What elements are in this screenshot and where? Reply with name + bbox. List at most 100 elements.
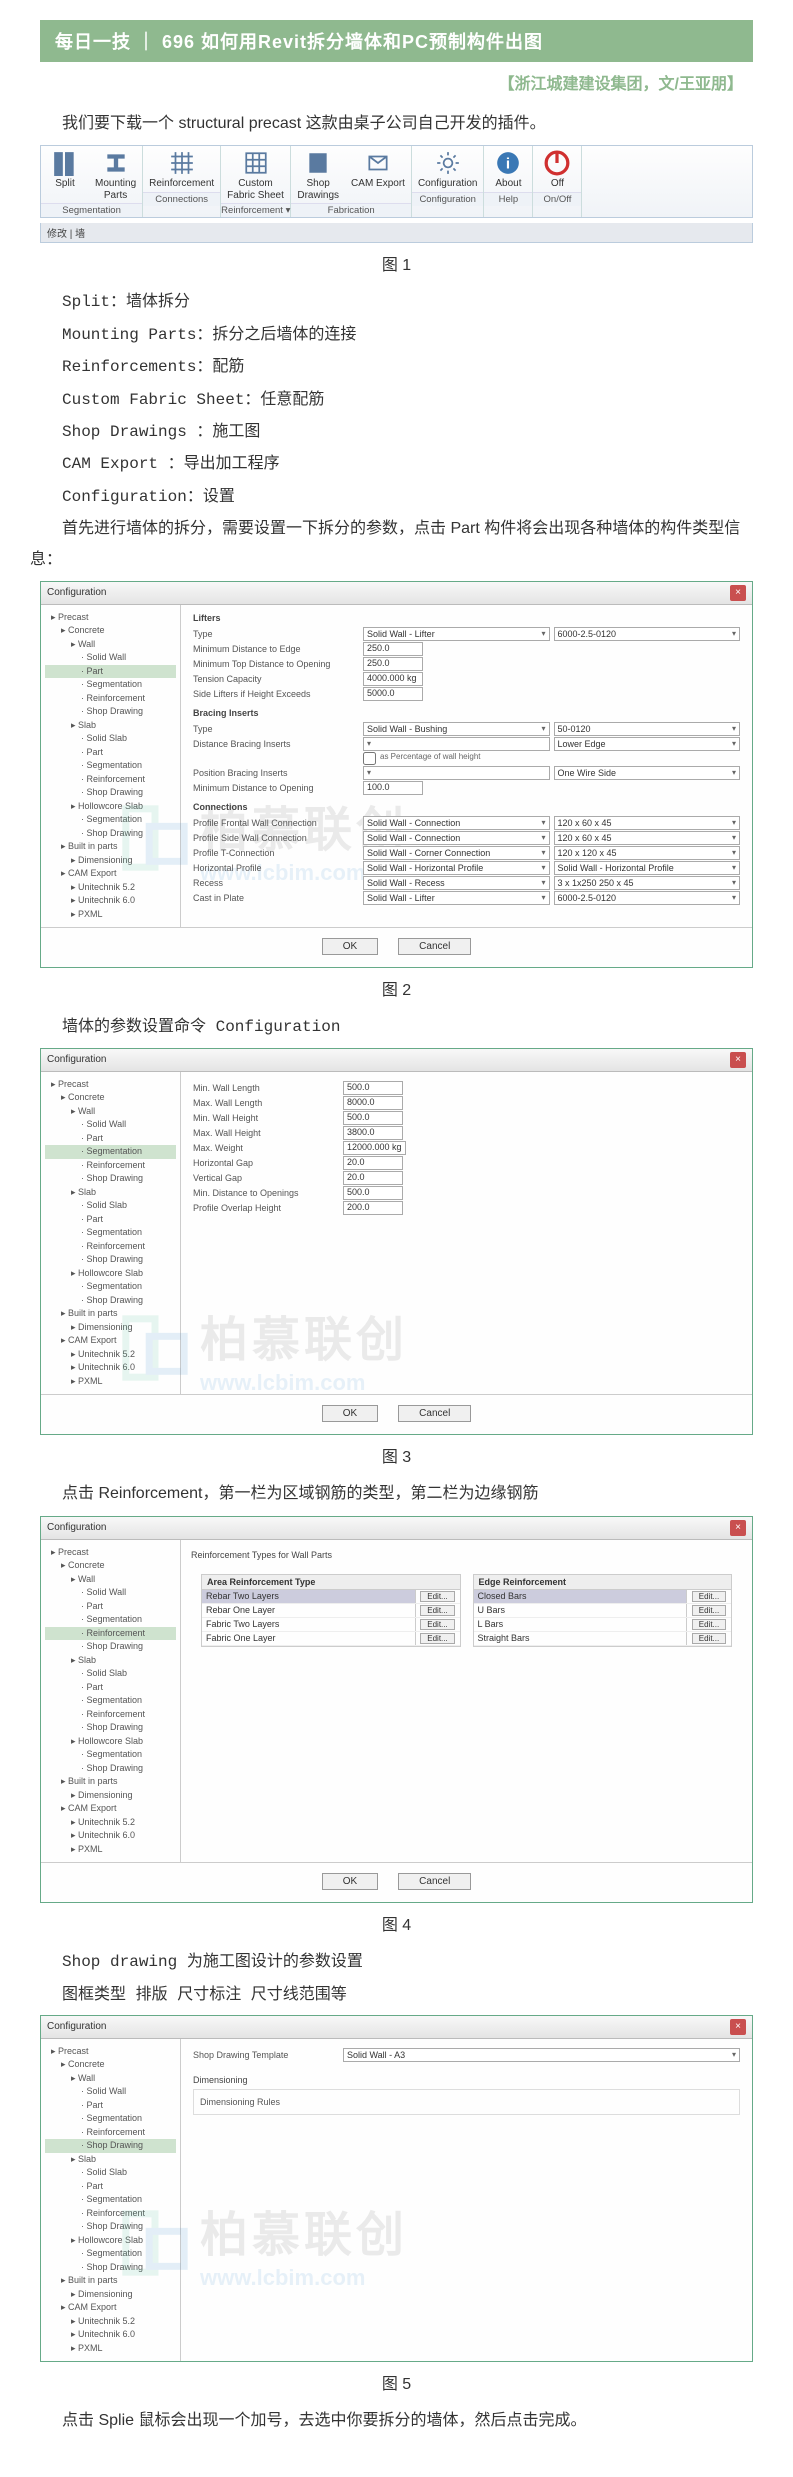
tree-node[interactable]: · Segmentation — [45, 1145, 176, 1159]
dropdown[interactable]: Solid Wall - A3 — [343, 2048, 740, 2062]
tree-node[interactable]: ▸ Built in parts — [45, 840, 176, 854]
edit-button[interactable]: Edit... — [692, 1633, 726, 1644]
text-input[interactable]: 20.0 — [343, 1156, 403, 1170]
tree-node[interactable]: · Segmentation — [45, 2112, 176, 2126]
dropdown[interactable]: 3 x 1x250 250 x 45 — [554, 876, 741, 890]
table-row[interactable]: Straight BarsEdit... — [474, 1632, 732, 1646]
tree-node[interactable]: ▸ PXML — [45, 1375, 176, 1389]
ok-button[interactable]: OK — [322, 1873, 378, 1890]
tree-node[interactable]: ▸ CAM Export — [45, 2301, 176, 2315]
tree-node[interactable]: ▸ Hollowcore Slab — [45, 800, 176, 814]
tree-node[interactable]: · Segmentation — [45, 813, 176, 827]
tree-node[interactable]: · Reinforcement — [45, 1240, 176, 1254]
tree-node[interactable]: ▸ Slab — [45, 719, 176, 733]
tree-node[interactable]: ▸ Unitechnik 5.2 — [45, 1816, 176, 1830]
tree-node[interactable]: · Shop Drawing — [45, 786, 176, 800]
dropdown[interactable]: Solid Wall - Corner Connection — [363, 846, 550, 860]
tree-node[interactable]: ▸ PXML — [45, 1843, 176, 1857]
tree-node[interactable]: ▸ CAM Export — [45, 1334, 176, 1348]
tree-node[interactable]: · Reinforcement — [45, 2126, 176, 2140]
close-icon[interactable]: × — [730, 2019, 746, 2035]
tree-node[interactable]: · Segmentation — [45, 1748, 176, 1762]
tree-node[interactable]: · Part — [45, 1681, 176, 1695]
tree-node[interactable]: ▸ Unitechnik 6.0 — [45, 2328, 176, 2342]
tree-node[interactable]: · Shop Drawing — [45, 1294, 176, 1308]
table-row[interactable]: L BarsEdit... — [474, 1618, 732, 1632]
tree-node[interactable]: ▸ Wall — [45, 2072, 176, 2086]
tree-node[interactable]: ▸ Unitechnik 5.2 — [45, 1348, 176, 1362]
config-tree[interactable]: ▸ Precast▸ Concrete▸ Wall· Solid Wall· P… — [41, 2039, 181, 2362]
text-input[interactable]: 500.0 — [343, 1081, 403, 1095]
tree-node[interactable]: · Reinforcement — [45, 2207, 176, 2221]
tree-node[interactable]: · Part — [45, 1213, 176, 1227]
tree-node[interactable]: · Shop Drawing — [45, 1253, 176, 1267]
tree-node[interactable]: · Segmentation — [45, 1613, 176, 1627]
tree-node[interactable]: ▸ CAM Export — [45, 1802, 176, 1816]
tree-node[interactable]: · Shop Drawing — [45, 1172, 176, 1186]
text-input[interactable]: 5000.0 — [363, 687, 423, 701]
split-button[interactable]: Split — [41, 146, 89, 203]
tree-node[interactable]: · Part — [45, 2099, 176, 2113]
tree-node[interactable]: ▸ Built in parts — [45, 2274, 176, 2288]
cam-button[interactable]: CAM Export — [345, 146, 411, 203]
fabric-button[interactable]: CustomFabric Sheet — [221, 146, 290, 203]
tree-node[interactable]: ▸ Wall — [45, 638, 176, 652]
dropdown[interactable]: Solid Wall - Lifter — [363, 627, 550, 641]
tree-node[interactable]: ▸ Precast — [45, 2045, 176, 2059]
dropdown[interactable]: Solid Wall - Connection — [363, 831, 550, 845]
dropdown[interactable] — [363, 737, 550, 751]
dropdown[interactable]: Solid Wall - Bushing — [363, 722, 550, 736]
ok-button[interactable]: OK — [322, 1405, 378, 1422]
tree-node[interactable]: ▸ Precast — [45, 1546, 176, 1560]
cancel-button[interactable]: Cancel — [398, 1405, 471, 1422]
tree-node[interactable]: ▸ Unitechnik 6.0 — [45, 1361, 176, 1375]
tree-node[interactable]: · Part — [45, 2180, 176, 2194]
tree-node[interactable]: ▸ Dimensioning — [45, 2288, 176, 2302]
edit-button[interactable]: Edit... — [420, 1633, 454, 1644]
config-tree[interactable]: ▸ Precast▸ Concrete▸ Wall· Solid Wall· P… — [41, 1072, 181, 1395]
table-row[interactable]: Rebar Two LayersEdit... — [202, 1590, 460, 1604]
tree-node[interactable]: ▸ Slab — [45, 1186, 176, 1200]
tree-node[interactable]: ▸ Concrete — [45, 1091, 176, 1105]
dropdown[interactable]: 120 x 120 x 45 — [554, 846, 741, 860]
dropdown[interactable]: Solid Wall - Recess — [363, 876, 550, 890]
tree-node[interactable]: · Solid Slab — [45, 2166, 176, 2180]
tree-node[interactable]: · Shop Drawing — [45, 2220, 176, 2234]
tree-node[interactable]: ▸ Unitechnik 6.0 — [45, 894, 176, 908]
edit-button[interactable]: Edit... — [420, 1591, 454, 1602]
text-input[interactable]: 3800.0 — [343, 1126, 403, 1140]
tree-node[interactable]: · Segmentation — [45, 759, 176, 773]
text-input[interactable]: 200.0 — [343, 1201, 403, 1215]
tree-node[interactable]: ▸ Unitechnik 5.2 — [45, 2315, 176, 2329]
tree-node[interactable]: · Solid Wall — [45, 1118, 176, 1132]
tree-node[interactable]: ▸ Wall — [45, 1573, 176, 1587]
tree-node[interactable]: · Shop Drawing — [45, 827, 176, 841]
checkbox[interactable] — [363, 752, 376, 765]
dropdown[interactable]: 120 x 60 x 45 — [554, 831, 741, 845]
shop-button[interactable]: ShopDrawings — [291, 146, 345, 203]
edit-button[interactable]: Edit... — [420, 1605, 454, 1616]
tree-node[interactable]: ▸ PXML — [45, 908, 176, 922]
tree-node[interactable]: ▸ Hollowcore Slab — [45, 2234, 176, 2248]
text-input[interactable]: 20.0 — [343, 1171, 403, 1185]
tree-node[interactable]: · Part — [45, 746, 176, 760]
dropdown[interactable]: Solid Wall - Horizontal Profile — [363, 861, 550, 875]
text-input[interactable]: 500.0 — [343, 1111, 403, 1125]
tree-node[interactable]: ▸ Built in parts — [45, 1307, 176, 1321]
dropdown[interactable]: 6000-2.5-0120 — [554, 627, 741, 641]
config-tree[interactable]: ▸ Precast▸ Concrete▸ Wall· Solid Wall· P… — [41, 605, 181, 928]
dropdown[interactable]: 120 x 60 x 45 — [554, 816, 741, 830]
text-input[interactable]: 4000.000 kg — [363, 672, 423, 686]
text-input[interactable]: 500.0 — [343, 1186, 403, 1200]
cancel-button[interactable]: Cancel — [398, 1873, 471, 1890]
tree-node[interactable]: ▸ Unitechnik 5.2 — [45, 881, 176, 895]
tree-node[interactable]: ▸ Dimensioning — [45, 854, 176, 868]
tree-node[interactable]: ▸ Concrete — [45, 624, 176, 638]
tree-node[interactable]: · Solid Wall — [45, 1586, 176, 1600]
tree-node[interactable]: · Segmentation — [45, 1226, 176, 1240]
tree-node[interactable]: ▸ Unitechnik 6.0 — [45, 1829, 176, 1843]
tree-node[interactable]: ▸ Hollowcore Slab — [45, 1735, 176, 1749]
tree-node[interactable]: · Part — [45, 1600, 176, 1614]
ok-button[interactable]: OK — [322, 938, 378, 955]
reinf-button[interactable]: Reinforcement — [143, 146, 220, 192]
